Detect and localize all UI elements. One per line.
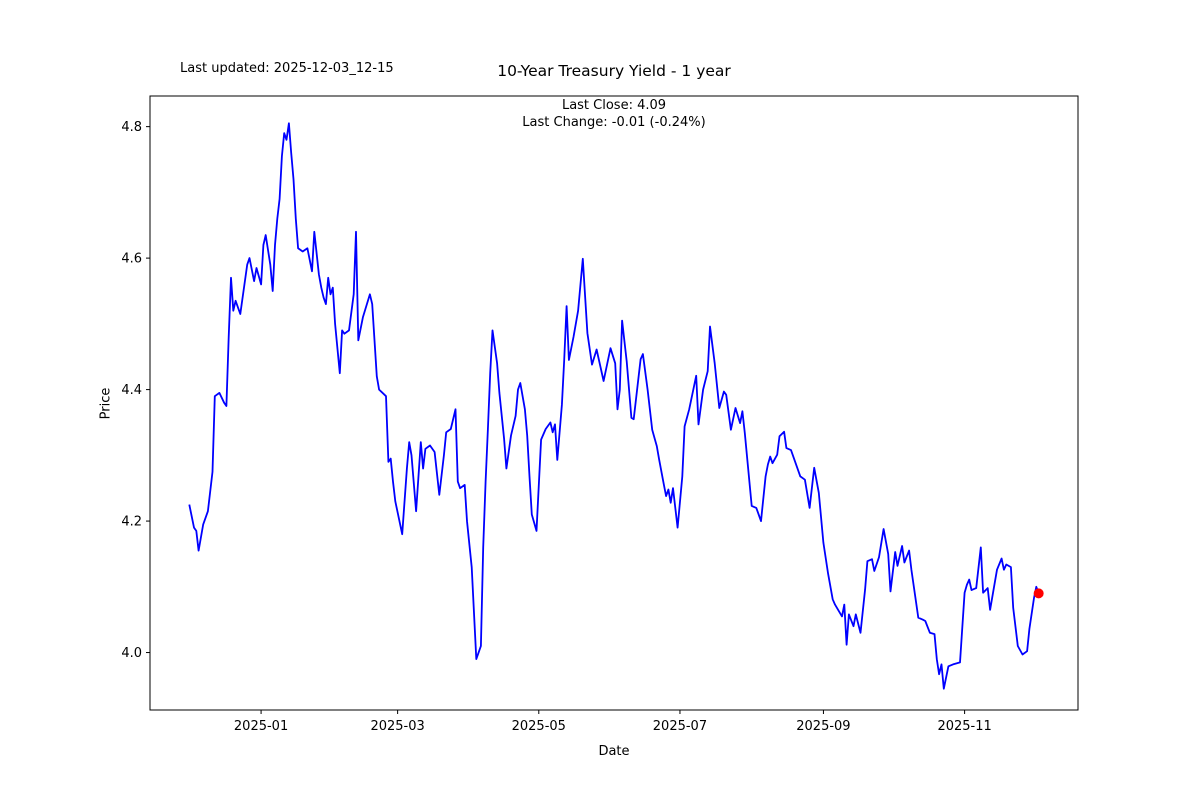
x-axis-label: Date: [598, 744, 630, 759]
y-tick-label: 4.4: [121, 383, 142, 398]
y-tick-label: 4.8: [121, 120, 142, 135]
x-tick-label: 2025-03: [370, 719, 424, 734]
x-tick-label: 2025-09: [796, 719, 850, 734]
x-tick-label: 2025-11: [937, 719, 991, 734]
y-tick-label: 4.0: [121, 646, 142, 661]
y-tick-label: 4.6: [121, 252, 142, 267]
chart-title: 10-Year Treasury Yield - 1 year: [497, 62, 731, 80]
y-tick-label: 4.2: [121, 515, 142, 530]
last-close-text: Last Close: 4.09: [561, 98, 667, 113]
x-tick-label: 2025-05: [512, 719, 566, 734]
last-updated-text: Last updated: 2025-12-03_12-15: [180, 61, 394, 76]
y-axis-label: Price: [98, 387, 114, 420]
yield-line-series: [188, 122, 1040, 690]
last-point-marker: [1033, 588, 1044, 599]
x-tick-label: 2025-01: [234, 719, 288, 734]
plot-frame: [149, 95, 1079, 711]
x-tick-label: 2025-07: [653, 719, 707, 734]
last-change-text: Last Change: -0.01 (-0.24%): [522, 115, 706, 130]
